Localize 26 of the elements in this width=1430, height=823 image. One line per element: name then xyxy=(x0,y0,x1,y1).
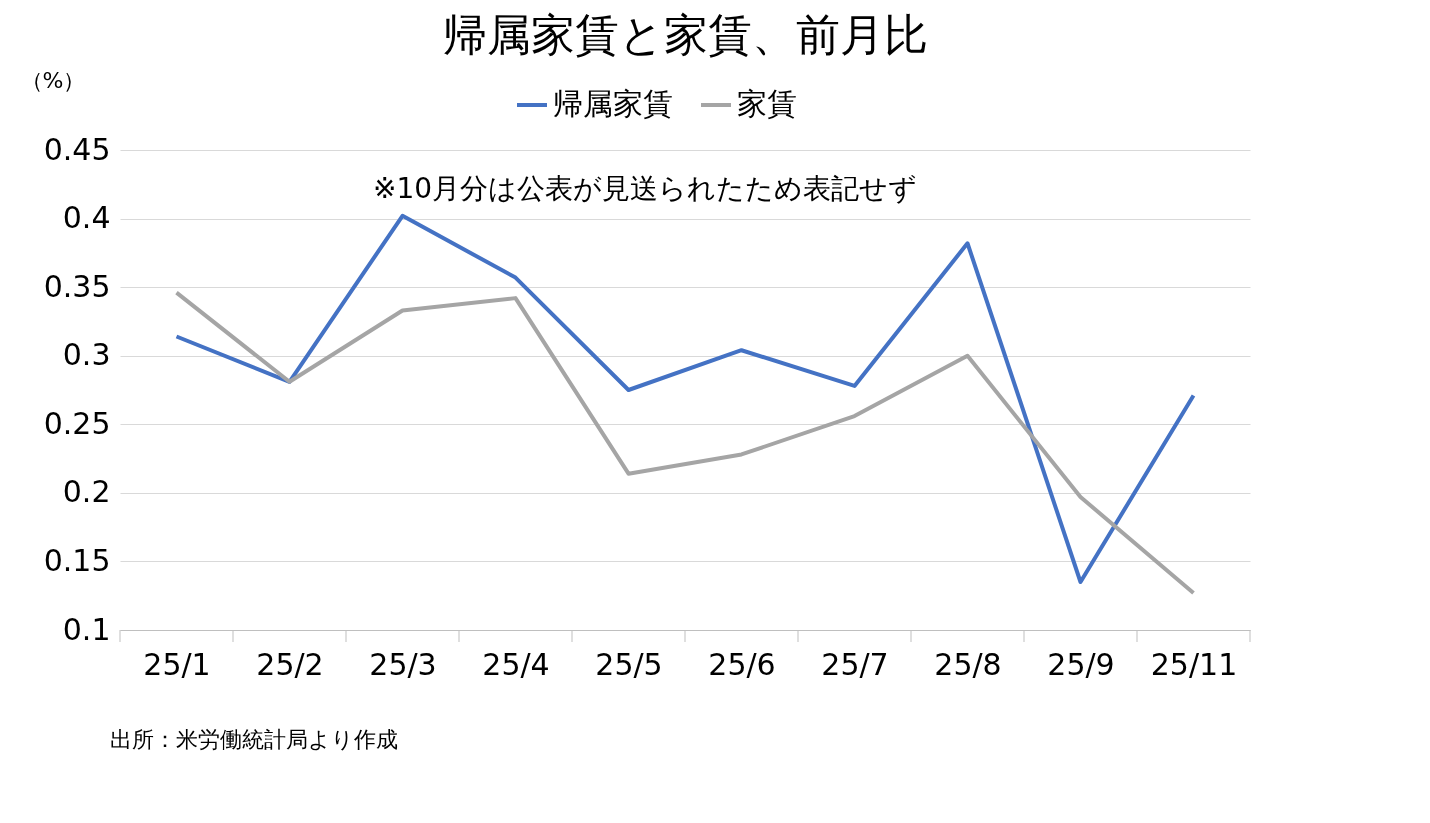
y-tick-label: 0.15 xyxy=(43,542,111,578)
y-tick-label: 0.25 xyxy=(43,405,111,441)
x-tick-label: 25/6 xyxy=(708,646,776,682)
y-tick-label: 0.45 xyxy=(43,131,111,167)
line-series xyxy=(174,290,1196,595)
x-tick-label: 25/7 xyxy=(821,646,889,682)
annotation: ※10月分は公表が見送られたため表記せず xyxy=(372,172,918,205)
y-tick-label: 0.2 xyxy=(62,474,111,510)
x-tick-label: 25/4 xyxy=(482,646,550,682)
x-tick-label: 25/9 xyxy=(1047,646,1115,682)
x-tick-label: 25/11 xyxy=(1150,646,1238,682)
x-tick-label: 25/2 xyxy=(256,646,324,682)
line-series xyxy=(174,213,1196,584)
x-tick-label: 25/8 xyxy=(934,646,1002,682)
x-tick-label: 25/3 xyxy=(369,646,437,682)
y-tick-label: 0.3 xyxy=(62,337,111,373)
legend-label: 帰属家賃 xyxy=(553,86,673,121)
legend-label: 家賃 xyxy=(737,86,797,121)
y-tick-label: 0.1 xyxy=(62,611,111,647)
text: 出所：米労働統計局より作成 xyxy=(110,727,398,752)
y-tick-label: 0.4 xyxy=(62,200,111,236)
y-axis-title: （%） xyxy=(20,67,86,93)
chart-title: 帰属家賃と家賃、前月比 xyxy=(442,9,928,60)
y-tick-label: 0.35 xyxy=(43,268,111,304)
x-tick-label: 25/5 xyxy=(595,646,663,682)
x-tick-label: 25/1 xyxy=(143,646,211,682)
